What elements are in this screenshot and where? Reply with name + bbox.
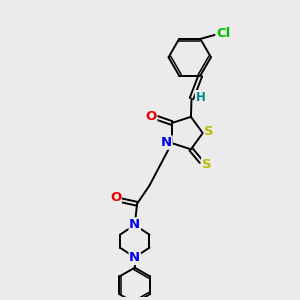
Text: O: O	[146, 110, 157, 123]
Text: Cl: Cl	[216, 26, 230, 40]
Text: N: N	[129, 218, 140, 231]
Text: S: S	[202, 158, 211, 170]
Text: H: H	[195, 91, 205, 103]
Text: N: N	[129, 251, 140, 264]
Text: S: S	[204, 125, 214, 138]
Text: O: O	[110, 191, 121, 204]
Text: N: N	[161, 136, 172, 149]
